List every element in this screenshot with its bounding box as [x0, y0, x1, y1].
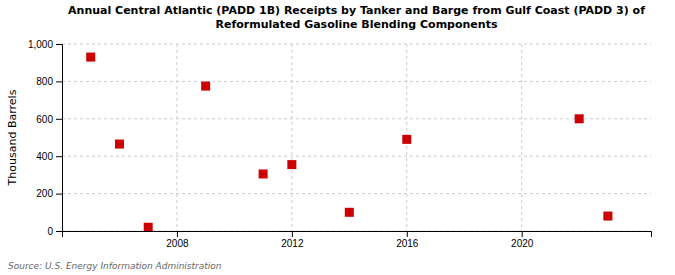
y-axis: 0 200 400 600 800 1,000	[28, 39, 63, 237]
x-tick-mark	[177, 231, 178, 237]
x-tick: 2012	[281, 231, 304, 249]
x-tick-label: 2020	[511, 238, 534, 249]
chart: 2008 2012 2016 2020 0 200 400 600 800 1,000 Annual…	[0, 0, 675, 275]
point	[402, 135, 411, 144]
x-tick-label: 2008	[166, 238, 189, 249]
grid-line-y	[62, 44, 651, 45]
y-tick: 200	[36, 188, 62, 199]
y-axis-line	[56, 45, 63, 232]
x-tick-mark	[522, 231, 523, 237]
y-tick: 800	[36, 76, 62, 87]
point	[115, 140, 124, 149]
grid-line-x	[291, 44, 292, 231]
source-note: Source: U.S. Energy Information Administ…	[8, 261, 222, 271]
x-tick-mark	[407, 231, 408, 237]
x-tick: 2016	[396, 231, 419, 249]
y-tick: 1,000	[28, 39, 62, 50]
y-tick: 600	[36, 114, 62, 125]
y-tick-mark	[56, 81, 62, 82]
grid-line-x	[521, 44, 522, 231]
y-tick-mark	[56, 194, 62, 195]
point	[575, 114, 584, 123]
point	[259, 169, 268, 178]
grid-line-x	[176, 44, 177, 231]
x-tick: 2008	[166, 231, 189, 249]
y-tick-label: 600	[36, 114, 53, 125]
title: Annual Central Atlantic (PADD 1B) Receip…	[68, 4, 645, 31]
x-axis-line	[63, 232, 652, 238]
title-line: Annual Central Atlantic (PADD 1B) Receip…	[68, 4, 645, 17]
x-tick-mark	[292, 231, 293, 237]
grid-line-y	[62, 81, 651, 82]
x-axis: 2008 2012 2016 2020	[63, 231, 652, 249]
y-tick-mark	[56, 156, 62, 157]
y-tick-mark	[56, 119, 62, 120]
plot-area: 2008 2012 2016 2020 0 200 400 600 800 1,000	[28, 39, 652, 249]
point	[86, 53, 95, 62]
grid-line-y	[62, 156, 651, 157]
grid	[62, 44, 651, 231]
y-tick-label: 1,000	[28, 39, 53, 50]
y-tick-label: 400	[36, 151, 53, 162]
y-tick-mark	[56, 44, 62, 45]
point	[287, 160, 296, 169]
y-tick-label: 800	[36, 76, 53, 87]
point	[603, 212, 612, 221]
grid-line-y	[62, 118, 651, 119]
y-tick-label: 200	[36, 188, 53, 199]
grid-line-y	[62, 193, 651, 194]
title-line: Reformulated Gasoline Blending Component…	[216, 18, 498, 31]
y-tick-label: 0	[47, 226, 53, 237]
point	[144, 223, 153, 231]
x-tick-label: 2016	[396, 238, 419, 249]
y-axis-title: Thousand Barrels	[6, 89, 19, 186]
y-tick: 0	[47, 226, 62, 237]
points	[86, 53, 612, 231]
x-tick-label: 2012	[281, 238, 304, 249]
point	[201, 82, 210, 91]
point	[345, 208, 354, 217]
x-tick: 2020	[511, 231, 534, 249]
y-tick: 400	[36, 151, 62, 162]
y-tick-mark	[56, 231, 62, 232]
